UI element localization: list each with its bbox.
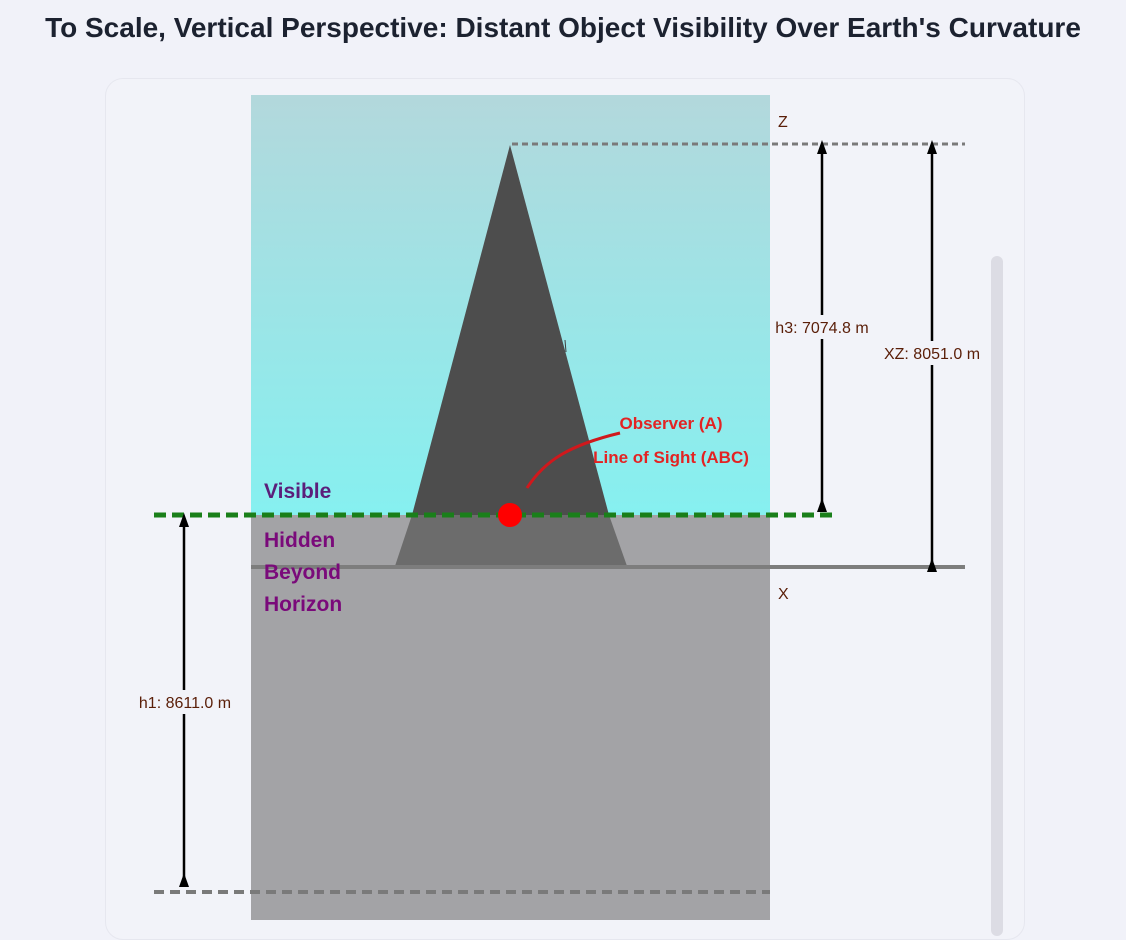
- line-of-sight-label: Line of Sight (ABC): [593, 448, 749, 467]
- hidden-label-line2: Beyond: [264, 561, 341, 584]
- visible-label: Visible: [264, 480, 331, 503]
- h1-label-bg: [136, 690, 234, 714]
- hidden-label-line3: Horizon: [264, 593, 342, 616]
- observer-label: Observer (A): [620, 414, 723, 433]
- xz-label-bg: [884, 341, 982, 365]
- h1-label: h1: 8611.0 m: [139, 695, 231, 712]
- z-label: Z: [778, 114, 788, 131]
- xz-label: XZ: 8051.0 m: [884, 346, 980, 363]
- hidden-label-line1: Hidden: [264, 529, 335, 552]
- hidden-area: [251, 515, 770, 920]
- h3-label: h3: 7074.8 m: [775, 320, 868, 337]
- h3-label-bg: [776, 315, 870, 339]
- x-label: X: [778, 586, 789, 603]
- scrollbar[interactable]: [991, 256, 1003, 936]
- page-title: To Scale, Vertical Perspective: Distant …: [45, 12, 1081, 43]
- observer-pointer-curve: [525, 431, 621, 489]
- mountain-hidden-part: [395, 515, 627, 566]
- mountain-ridge-line: [564, 339, 567, 353]
- mountain-visible-part: [412, 145, 609, 515]
- observer-marker: [498, 503, 522, 527]
- diagram: Z X h3: 7074.8 m XZ: 8051.0 m h1: 8611.0…: [136, 95, 982, 920]
